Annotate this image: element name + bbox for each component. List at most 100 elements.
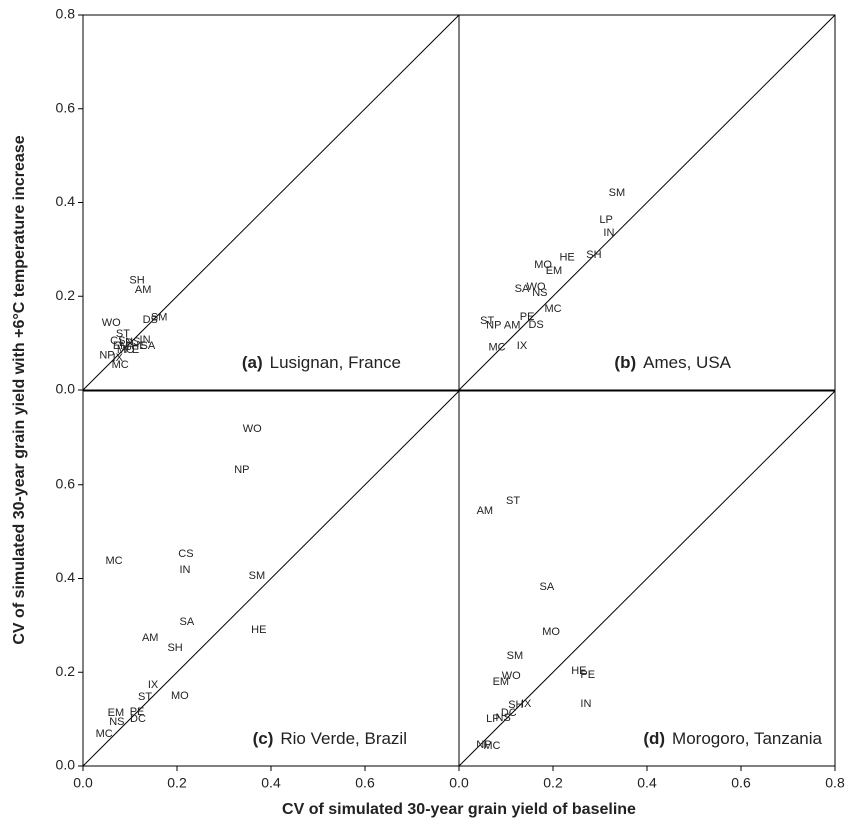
x-tick-label: 0.4: [637, 775, 657, 791]
point-label: MC: [112, 359, 129, 371]
x-tick-label: 0.0: [449, 775, 469, 791]
point-label: NP: [234, 464, 249, 476]
point-label: EM: [108, 707, 125, 719]
panel-frame: [458, 14, 836, 391]
point-label: WO: [102, 317, 121, 329]
point-label: HE: [131, 340, 146, 352]
panel-letter: (c): [253, 729, 274, 748]
y-tick-label: 0.4: [56, 569, 76, 585]
x-tick-label: 0.4: [261, 775, 281, 791]
point-label: NS: [496, 712, 511, 724]
point-label: DC: [130, 713, 146, 725]
panel-letter: (a): [242, 353, 263, 372]
point-label: ST: [116, 328, 130, 340]
point-label: WO: [527, 281, 546, 293]
point-label: LP: [599, 214, 612, 226]
point-label: ST: [138, 691, 152, 703]
point-label: SH: [129, 275, 144, 287]
panel-letter: (d): [643, 729, 665, 748]
point-label: WO: [502, 670, 521, 682]
point-label: LP: [486, 713, 499, 725]
point-label: MO: [542, 626, 560, 638]
point-label: SA: [540, 581, 555, 593]
panel-title: Lusignan, France: [270, 353, 401, 372]
point-label: SM: [151, 312, 168, 324]
panel-letter: (b): [614, 353, 636, 372]
x-tick-label: 0.8: [825, 775, 845, 791]
y-tick-label: 0.2: [56, 663, 76, 679]
point-label: MO: [171, 690, 189, 702]
point-label: AM: [504, 320, 521, 332]
y-tick-label: 0.0: [56, 757, 76, 773]
panel-title: Ames, USA: [643, 353, 732, 372]
y-tick-label: 0.0: [56, 381, 76, 397]
point-label: NP: [99, 350, 114, 362]
point-label: SM: [249, 570, 266, 582]
y-tick-label: 0.4: [56, 193, 76, 209]
y-tick-label: 0.8: [56, 6, 76, 22]
point-label: ST: [506, 495, 520, 507]
point-label: SH: [586, 249, 601, 261]
point-label: SA: [180, 616, 195, 628]
point-label: NP: [486, 320, 501, 332]
point-label: MO: [534, 259, 552, 271]
point-label: NP: [476, 739, 491, 751]
point-label: IN: [603, 227, 614, 239]
panel-title: Rio Verde, Brazil: [280, 729, 407, 748]
point-label: MO: [117, 344, 135, 356]
point-label: SM: [609, 187, 626, 199]
point-label: DS: [143, 314, 158, 326]
point-label: MC: [483, 740, 500, 752]
point-label: MC: [544, 303, 561, 315]
y-tick-label: 0.6: [56, 475, 76, 491]
point-label: IX: [517, 340, 528, 352]
point-label: IX: [113, 352, 124, 364]
one-to-one-line: [458, 390, 836, 767]
one-to-one-line: [458, 14, 836, 391]
point-label: IN: [580, 698, 591, 710]
point-label: NS: [109, 716, 124, 728]
point-label: MC: [489, 342, 506, 354]
x-tick-label: 0.6: [355, 775, 375, 791]
point-label: WO: [243, 423, 262, 435]
point-label: CS: [110, 335, 125, 347]
point-label: PE: [125, 344, 140, 356]
y-tick-label: 0.2: [56, 287, 76, 303]
point-label: HE: [251, 624, 266, 636]
point-label: MC: [96, 728, 113, 740]
point-label: DC: [501, 707, 517, 719]
point-label: SA: [141, 340, 156, 352]
x-tick-label: 0.2: [167, 775, 187, 791]
point-label: AM: [135, 284, 152, 296]
point-label: EM: [113, 340, 130, 352]
x-axis-title: CV of simulated 30-year grain yield of b…: [282, 801, 636, 818]
point-label: HE: [559, 252, 574, 264]
point-label: IX: [148, 679, 159, 691]
point-label: PE: [520, 311, 535, 323]
point-label: IN: [140, 334, 151, 346]
point-label: EM: [493, 676, 510, 688]
point-label: ST: [480, 315, 494, 327]
panel-title: Morogoro, Tanzania: [672, 729, 822, 748]
point-label: SH: [508, 699, 523, 711]
point-label: SH: [167, 642, 182, 654]
one-to-one-line: [82, 390, 460, 767]
one-to-one-line: [82, 14, 460, 391]
panel-annotation: (a) Lusignan, France: [242, 353, 401, 372]
point-label: MC: [105, 555, 122, 567]
point-label: PE: [580, 669, 595, 681]
y-tick-label: 0.6: [56, 99, 76, 115]
panel-annotation: (b) Ames, USA: [614, 353, 731, 372]
point-label: EM: [546, 265, 563, 277]
point-label: IX: [521, 698, 532, 710]
point-label: CS: [178, 548, 193, 560]
point-label: NS: [532, 287, 547, 299]
point-label: LP: [119, 337, 132, 349]
point-label: IN: [179, 564, 190, 576]
point-label: SA: [515, 283, 530, 295]
x-tick-label: 0.6: [731, 775, 751, 791]
point-label: PE: [130, 706, 145, 718]
point-label: AM: [142, 632, 159, 644]
